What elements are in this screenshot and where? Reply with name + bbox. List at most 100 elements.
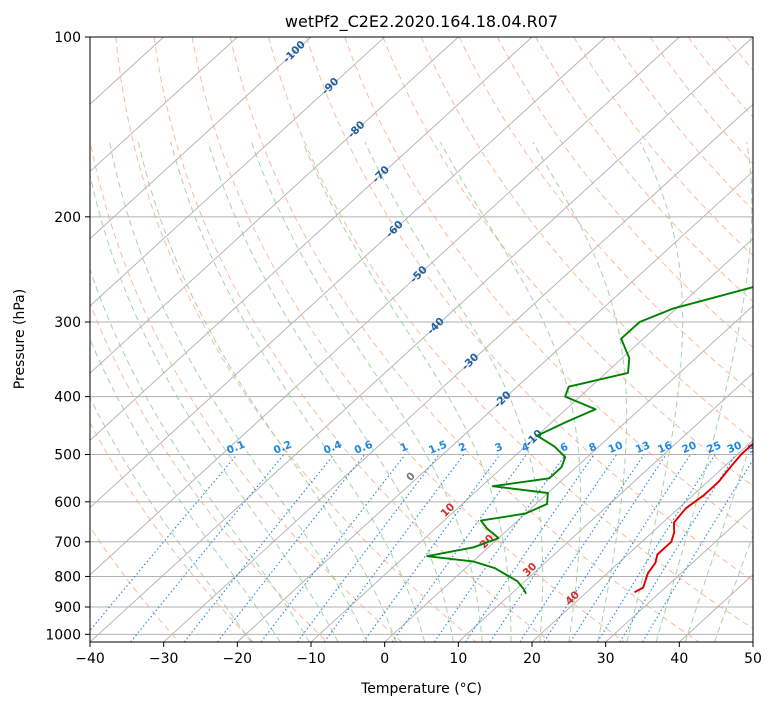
moist-adiabat-line [170, 142, 426, 642]
moist-adiabat-line [137, 142, 397, 642]
moist-adiabat-line [626, 141, 684, 642]
y-tick-label: 700 [54, 535, 81, 551]
moist-adiabat-line [655, 142, 753, 642]
y-tick-label: 800 [54, 569, 81, 585]
isotherm-line [605, 506, 753, 642]
dry-adiabat-line [153, 37, 551, 642]
dry-adiabat-line [90, 137, 403, 642]
isotherm-line [237, 170, 753, 642]
mixing-ratio-label: 8 [587, 441, 598, 455]
dry-adiabat-line [458, 37, 753, 394]
mixing-ratio-line [489, 454, 618, 642]
dry-adiabat-line [191, 37, 625, 642]
isotherm-line [90, 37, 459, 374]
y-tick-label: 500 [54, 448, 81, 464]
dry-adiabat-line [268, 37, 753, 630]
x-axis-label: Temperature (°C) [360, 681, 482, 697]
moist-adiabat-line [684, 435, 753, 642]
isotherm-line [90, 37, 753, 642]
isotherm-line [458, 372, 753, 642]
temperature-profile-line [634, 442, 753, 594]
mixing-ratio-label: 20 [680, 439, 698, 456]
y-axis-ticks: 100 200 300 400 500 600 700 800 900 1000 [45, 30, 90, 643]
dry-adiabat-line [573, 37, 753, 257]
dry-adiabat-line [90, 526, 180, 642]
mixing-ratio-label: 1 [399, 441, 410, 455]
chart-title: wetPf2_C2E2.2020.164.18.04.R07 [285, 12, 558, 32]
isotherm-line [90, 37, 680, 576]
dry-adiabat-line [420, 37, 753, 441]
dry-adiabat-line [115, 37, 477, 642]
y-tick-label: 200 [54, 210, 81, 226]
x-tick-label: 40 [670, 651, 688, 667]
moist-adiabat-line [714, 533, 753, 642]
isotherm-line [90, 37, 312, 240]
y-tick-label: 400 [54, 390, 81, 406]
plot-frame [89, 36, 754, 643]
isobar-lines [90, 37, 753, 635]
y-tick-label: 600 [54, 495, 81, 511]
isotherm-lines [90, 37, 753, 642]
moist-adiabat-line [90, 172, 339, 642]
isotherm-line [90, 37, 533, 441]
mixing-ratio-label: 3 [493, 441, 504, 455]
moist-adiabat-line [364, 141, 544, 642]
dewpoint-profile-line [426, 286, 753, 595]
mixing-ratio-label: 2 [457, 441, 468, 455]
y-tick-label: 1000 [45, 627, 81, 643]
moist-adiabat-lines [90, 141, 753, 642]
plot-area: 0.10.20.40.611.52346810131620253036-100-… [90, 37, 753, 642]
isotherm-line [310, 238, 753, 642]
y-tick-label: 100 [54, 30, 81, 46]
x-tick-label: 30 [597, 651, 615, 667]
x-tick-label: 0 [380, 651, 389, 667]
mixing-ratio-line [433, 454, 566, 642]
isotherm-line [384, 305, 753, 642]
dry-adiabat-line [90, 301, 328, 642]
x-tick-label: 50 [744, 651, 762, 667]
mixing-ratio-line [90, 454, 238, 632]
y-axis-label: Pressure (hPa) [12, 289, 28, 389]
x-tick-label: −30 [149, 651, 179, 667]
dry-adiabat-line [611, 37, 753, 211]
mixing-ratio-line [543, 454, 667, 642]
mixing-ratio-lines [90, 454, 753, 642]
dry-adiabat-line [229, 37, 700, 642]
x-tick-label: 10 [449, 651, 467, 667]
mixing-ratio-line [464, 454, 595, 642]
mixing-ratio-line [260, 454, 406, 642]
mixing-ratio-label: 30 [725, 439, 743, 456]
x-axis-ticks: −40 −30 −20 −10 0 10 20 30 40 50 [75, 642, 762, 667]
mixing-ratio-line [391, 454, 528, 642]
moist-adiabat-line [439, 141, 582, 642]
mixing-ratio-line [297, 454, 440, 642]
mixing-ratio-line [216, 454, 366, 642]
mixing-ratio-label: 6 [559, 441, 570, 455]
x-tick-label: −10 [296, 651, 326, 667]
sounding-series [426, 286, 753, 595]
isotherm-line [163, 103, 753, 642]
isotherm-line [90, 37, 606, 509]
mixing-ratio-line [519, 454, 645, 642]
mixing-ratio-label: 10 [607, 439, 625, 456]
dry-adiabat-line [306, 37, 753, 582]
y-tick-label: 300 [54, 315, 81, 331]
mixing-ratio-label: 16 [656, 439, 674, 456]
x-tick-label: 20 [523, 651, 541, 667]
mixing-ratio-label: 4 [520, 441, 531, 455]
isotherm-line [90, 37, 385, 307]
mixing-ratio-label: 25 [705, 439, 723, 456]
dry-adiabat-lines [90, 37, 753, 642]
mixing-ratio-label: 13 [634, 439, 652, 456]
dry-adiabat-line [90, 421, 254, 642]
isotherm-line [90, 37, 238, 173]
x-tick-label: −20 [223, 651, 253, 667]
moist-adiabat-line [207, 142, 454, 642]
mixing-ratio-line [569, 454, 691, 642]
y-tick-label: 900 [54, 600, 81, 616]
moist-adiabat-line [251, 142, 483, 642]
dry-adiabat-line [496, 37, 753, 348]
dry-adiabat-line [382, 37, 753, 487]
